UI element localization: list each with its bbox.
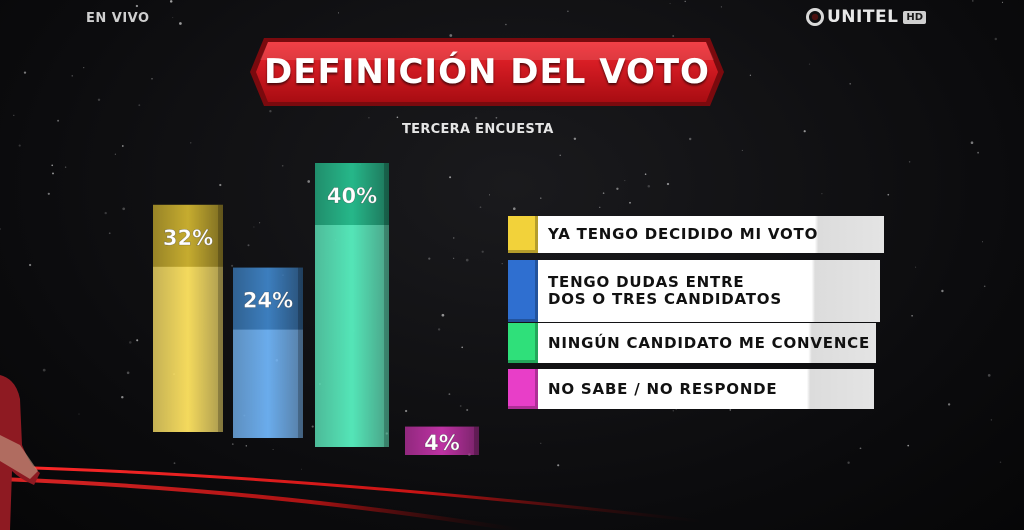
bar-4-cap	[405, 426, 479, 455]
bar-3-cap	[315, 163, 389, 225]
bar-4	[405, 426, 479, 455]
bar-2-edge	[298, 267, 303, 438]
title-banner: DEFINICIÓN DEL VOTO	[248, 36, 726, 108]
bar-2-cap	[233, 267, 303, 330]
legend-label-3-line-1: NINGÚN CANDIDATO ME CONVENCE	[548, 333, 871, 352]
legend-label-1: YA TENGO DECIDIDO MI VOTO	[538, 216, 884, 253]
legend-item-1: YA TENGO DECIDIDO MI VOTO	[508, 216, 884, 253]
bar-1-cap	[153, 204, 223, 267]
legend-label-1-line-1: YA TENGO DECIDIDO MI VOTO	[548, 225, 819, 243]
bar-1-label: 32%	[163, 226, 213, 250]
legend-item-3: NINGÚN CANDIDATO ME CONVENCE	[508, 323, 876, 363]
bar-1	[153, 204, 223, 432]
bar-1-edge	[218, 204, 223, 432]
logo-hd-badge: HD	[903, 10, 927, 24]
chart-title: DEFINICIÓN DEL VOTO	[264, 52, 710, 92]
legend-item-2: TENGO DUDAS ENTRE DOS O TRES CANDIDATOS	[508, 260, 880, 322]
live-indicator: EN VIVO	[86, 11, 150, 26]
floor-glow	[0, 465, 701, 530]
banner-shape	[250, 38, 724, 106]
presenter-silhouette	[0, 375, 40, 530]
legend-label-4: NO SABE / NO RESPONDE	[538, 369, 874, 409]
legend-swatch-1	[508, 216, 538, 253]
chart-subtitle: TERCERA ENCUESTA	[402, 122, 554, 137]
legend-item-4: NO SABE / NO RESPONDE	[508, 369, 874, 409]
bar-3	[315, 163, 389, 447]
bar-4-edge	[474, 426, 479, 455]
bar-2	[233, 267, 303, 438]
channel-logo: UNITEL HD	[806, 7, 927, 27]
legend-label-2: TENGO DUDAS ENTRE DOS O TRES CANDIDATOS	[538, 260, 880, 322]
bar-4-label: 4%	[424, 431, 460, 455]
legend-label-3: NINGÚN CANDIDATO ME CONVENCE	[538, 323, 876, 363]
legend-swatch-3	[508, 323, 538, 363]
legend-label-4-line-1: NO SABE / NO RESPONDE	[548, 379, 778, 398]
legend-swatch-4	[508, 369, 538, 409]
bar-3-edge	[384, 163, 389, 447]
bar-1-body-highlight	[153, 266, 223, 432]
logo-name: UNITEL	[827, 7, 899, 27]
legend-label-2-line-2: DOS O TRES CANDIDATOS	[548, 290, 782, 308]
legend-swatch-2	[508, 260, 538, 322]
bar-3-body-highlight	[315, 225, 389, 447]
bar-3-label: 40%	[327, 184, 377, 208]
logo-circle-icon	[806, 8, 824, 26]
bar-2-label: 24%	[243, 289, 293, 313]
bar-2-body-highlight	[233, 329, 303, 438]
legend-label-2-line-1: TENGO DUDAS ENTRE	[548, 273, 745, 291]
